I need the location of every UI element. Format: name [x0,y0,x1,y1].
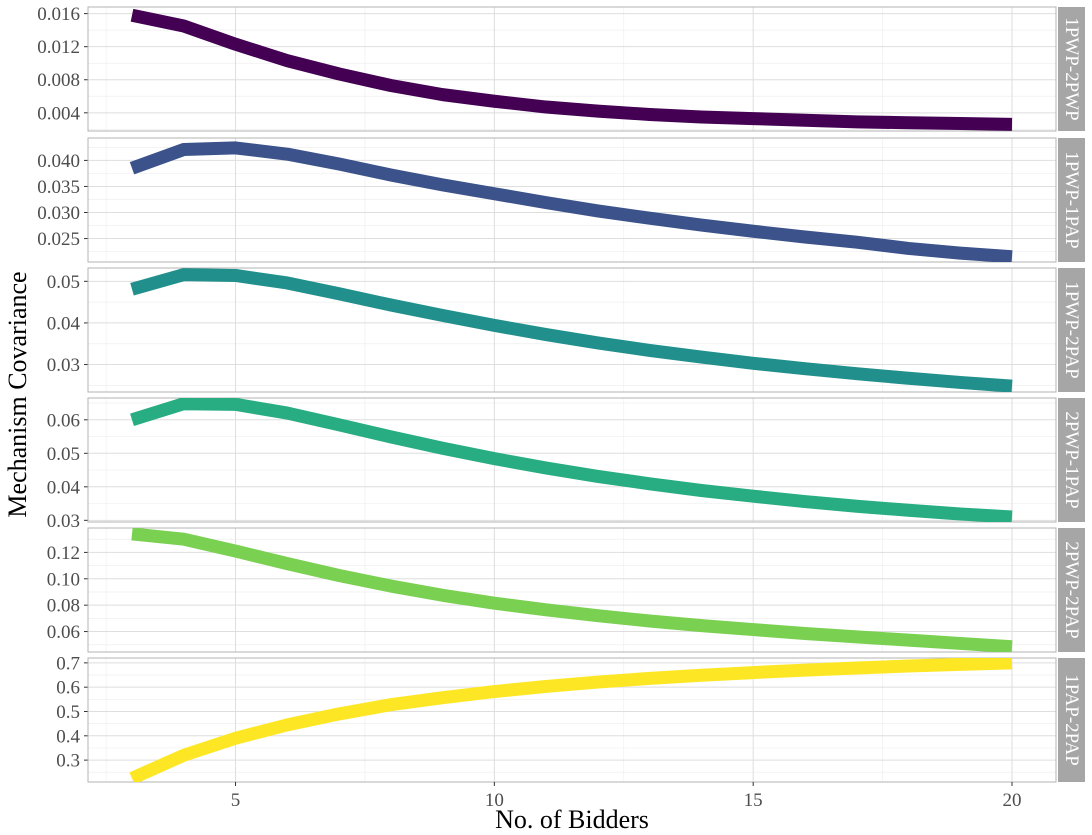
facet-strip [1058,658,1085,782]
facet-strip-label: 1PAP-2PAP [1061,674,1082,766]
y-tick-label: 0.008 [37,70,80,91]
panel-border [87,657,1057,783]
series-line [129,141,1013,262]
x-axis-title: No. of Bidders [495,805,649,834]
x-axis: 5 10 15 20 [231,782,1022,811]
y-tick-label: 0.03 [47,355,80,376]
series-line [131,528,1013,652]
panels-layer: 0.0040.0080.0120.0161PWP-2PWP0.0250.0300… [37,4,1085,811]
facet-strip [1058,138,1085,262]
x-tick-label: 20 [1003,790,1022,811]
y-tick-label: 0.05 [47,272,80,293]
y-tick-label: 0.04 [47,477,81,498]
facet-strip [1058,528,1085,652]
facet-strip [1058,7,1085,131]
y-tick-label: 0.6 [56,678,80,699]
y-tick-label: 0.7 [56,653,80,674]
y-tick-label: 0.040 [37,151,80,172]
y-tick-label: 0.06 [47,410,80,431]
y-axis-title: Mechanism Covariance [3,271,32,517]
panel-background [87,397,1057,523]
series-line [130,8,1013,131]
panel-background [87,657,1057,783]
panel-2pwp-1pap: 0.03 0.04 0.05 0.06 2PWP-1PAP [47,397,1085,532]
y-tick-label: 0.12 [47,543,80,564]
panel-2pwp-2pap: 0.06 0.08 0.10 0.12 2PWP-2PAP [47,527,1085,653]
y-tick-label: 0.06 [47,622,80,643]
facet-strip-label: 2PWP-2PAP [1061,541,1082,639]
y-tick-label: 0.4 [56,726,80,747]
panel-border [87,137,1057,263]
x-tick-label: 15 [744,790,763,811]
facet-strip [1058,398,1085,522]
x-tick-label: 10 [485,790,504,811]
y-tick-label: 0.3 [56,751,80,772]
panel-1pap-2pap: 0.3 0.4 0.5 0.6 0.7 1PAP-2PAP [56,653,1085,783]
y-tick-label: 0.030 [37,203,80,224]
y-tick-label: 0.05 [47,444,80,465]
facet-strip-label: 1PWP-2PAP [1061,281,1082,379]
y-tick-label: 0.04 [47,313,81,334]
facet-strip [1058,268,1085,392]
facet-strip-label: 1PWP-1PAP [1061,151,1082,249]
panel-border [87,6,1057,132]
panel-1pwp-2pap: 0.03 0.04 0.05 1PWP-2PAP [47,267,1085,393]
y-tick-label: 0.03 [47,511,80,532]
series-line [129,658,1013,782]
y-tick-label: 0.016 [37,4,80,25]
series-line [130,398,1013,522]
y-tick-label: 0.5 [56,702,80,723]
panel-border [87,267,1057,393]
x-tick-label: 5 [231,790,241,811]
panel-1pwp-1pap: 0.025 0.030 0.035 0.040 1PWP-1PAP [37,137,1085,263]
panel-1pwp-2pwp: 0.004 0.008 0.012 0.016 1PWP-2PWP [37,4,1085,132]
y-tick-label: 0.035 [37,177,80,198]
panel-border [87,397,1057,523]
panel-border [87,527,1057,653]
y-tick-label: 0.08 [47,596,80,617]
y-tick-label: 0.012 [37,37,80,58]
facet-strip-label: 1PWP-2PWP [1061,17,1082,120]
series-line [130,268,1013,392]
y-tick-label: 0.10 [47,569,80,590]
y-tick-label: 0.004 [37,103,80,124]
y-tick-label: 0.025 [37,229,80,250]
facet-strip-label: 2PWP-1PAP [1061,411,1082,509]
